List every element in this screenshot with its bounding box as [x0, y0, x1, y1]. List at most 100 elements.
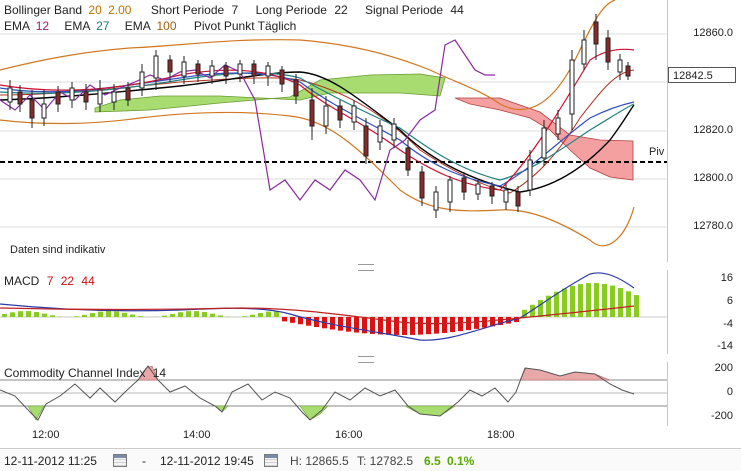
time-tick: 18:00: [487, 429, 515, 441]
cci-legend: Commodity Channel Index 14: [4, 366, 166, 380]
macd-bar: [386, 317, 391, 335]
macd-bar: [210, 314, 215, 317]
bollinger-label[interactable]: Bollinger Band: [4, 3, 82, 17]
macd-bar: [418, 317, 423, 335]
macd-bar: [42, 314, 47, 317]
macd-bar: [114, 311, 119, 317]
start-calendar-icon[interactable]: [113, 454, 127, 467]
price-tick: 12780.0: [693, 220, 733, 232]
long-period-label[interactable]: Long Periode: [256, 3, 327, 17]
macd-legend: MACD 7 22 44: [4, 274, 95, 288]
macd-bar: [242, 316, 247, 317]
macd-bar: [18, 311, 23, 317]
macd-bar: [402, 317, 407, 335]
macd-bar: [482, 317, 487, 328]
macd-label[interactable]: MACD: [4, 274, 39, 288]
ema-100-value: 100: [156, 19, 176, 33]
macd-bar: [314, 317, 319, 327]
macd-chart[interactable]: [0, 270, 667, 354]
signal-period-label[interactable]: Signal Periode: [365, 3, 443, 17]
long-period-value: 22: [334, 3, 347, 17]
macd-bar: [474, 317, 479, 329]
macd-bar: [90, 313, 95, 317]
macd-bar: [170, 314, 175, 317]
macd-bar: [354, 317, 359, 333]
macd-bar: [202, 312, 207, 317]
macd-bar: [138, 316, 143, 317]
cci-label[interactable]: Commodity Channel Index: [4, 366, 145, 380]
ichimoku-cloud-green: [95, 74, 445, 112]
pivot-label[interactable]: Pivot Punkt Täglich: [194, 19, 297, 33]
macd-axis: 16 6 -4 -14: [668, 270, 741, 354]
price-chart[interactable]: [0, 0, 667, 262]
macd-bar: [586, 283, 591, 317]
macd-tick: 6: [727, 295, 733, 307]
macd-bar: [34, 312, 39, 317]
macd-bar: [194, 311, 199, 317]
macd-bar: [594, 283, 599, 317]
cci-period: 14: [153, 366, 166, 380]
macd-param-3: 44: [81, 274, 94, 288]
end-calendar-icon[interactable]: [264, 454, 278, 467]
low-value: T: 12782.5: [357, 454, 413, 468]
macd-bar: [130, 315, 135, 317]
short-period-label[interactable]: Short Periode: [151, 3, 224, 17]
macd-param-1: 7: [47, 274, 54, 288]
status-bar: 12-11-2012 11:25 - 12-11-2012 19:45 H: 1…: [0, 448, 741, 471]
macd-bar: [290, 317, 295, 323]
macd-bar: [458, 317, 463, 331]
macd-bar: [26, 311, 31, 317]
time-tick: 16:00: [335, 429, 363, 441]
start-datetime[interactable]: 12-11-2012 11:25: [4, 454, 97, 468]
pivot-tag: Piv: [649, 146, 664, 158]
macd-bar: [442, 317, 447, 333]
legend-row-2: EMA 12 EMA 27 EMA 100 Pivot Punkt Täglic…: [4, 19, 296, 33]
signal-period-value: 44: [450, 3, 463, 17]
ema-27-label[interactable]: EMA: [64, 19, 89, 33]
time-tick: 12:00: [32, 429, 60, 441]
macd-tick: -4: [723, 318, 733, 330]
cci-overbought-fill: [138, 366, 610, 380]
macd-bar: [410, 317, 415, 335]
price-tick: 12800.0: [693, 172, 733, 184]
macd-param-2: 22: [61, 274, 74, 288]
macd-bar: [466, 317, 471, 330]
short-period-value: 7: [232, 3, 239, 17]
macd-bar: [74, 316, 79, 317]
date-range-dash: -: [142, 454, 146, 468]
macd-tick: -14: [717, 340, 733, 352]
price-axis: 12860.0 12820.0 12800.0 12780.0: [668, 0, 741, 262]
ema-100-label[interactable]: EMA: [125, 19, 150, 33]
macd-bar: [106, 311, 111, 317]
ema-12-label[interactable]: EMA: [4, 19, 29, 33]
end-datetime[interactable]: 12-11-2012 19:45: [160, 454, 254, 468]
price-gridlines: [0, 34, 667, 227]
ema-27-value: 27: [96, 19, 109, 33]
macd-bar: [338, 317, 343, 331]
macd-tick: 16: [721, 272, 733, 284]
macd-bar: [266, 312, 271, 317]
cci-tick: 200: [715, 362, 733, 374]
macd-bar: [178, 312, 183, 317]
macd-bar: [10, 312, 15, 317]
macd-bar: [82, 315, 87, 317]
time-tick: 14:00: [183, 429, 211, 441]
macd-bar: [50, 315, 55, 317]
macd-bar: [258, 313, 263, 317]
legend-row-1: Bollinger Band 20 2.00 Short Periode 7 L…: [4, 3, 464, 17]
price-tick: 12860.0: [693, 27, 733, 39]
macd-bar: [426, 317, 431, 334]
price-tick: 12820.0: [693, 124, 733, 136]
macd-bar: [602, 284, 607, 317]
macd-bar: [626, 291, 631, 317]
bollinger-deviation: 2.00: [108, 3, 131, 17]
bollinger-period: 20: [88, 3, 101, 17]
macd-bar: [346, 317, 351, 332]
macd-bar: [618, 288, 623, 317]
macd-bar: [434, 317, 439, 334]
cci-axis: 200 0 -200: [668, 362, 741, 426]
macd-bar: [186, 311, 191, 317]
change-percent: 0.1%: [447, 454, 474, 468]
macd-bar: [218, 315, 223, 317]
macd-bar: [538, 300, 543, 317]
